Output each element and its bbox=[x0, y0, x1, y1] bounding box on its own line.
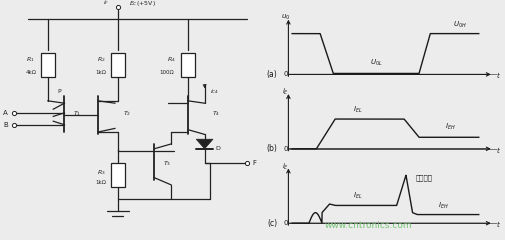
Text: $T_1$: $T_1$ bbox=[73, 109, 81, 119]
Text: $i_{C4}$: $i_{C4}$ bbox=[210, 87, 220, 96]
Text: $T_3$: $T_3$ bbox=[163, 159, 171, 168]
Text: 0: 0 bbox=[283, 146, 288, 152]
Text: (a): (a) bbox=[267, 70, 277, 79]
Text: $t$: $t$ bbox=[495, 70, 500, 80]
Text: $E_C$(+5V): $E_C$(+5V) bbox=[129, 0, 156, 8]
Text: $T_2$: $T_2$ bbox=[123, 109, 131, 119]
Text: 100Ω: 100Ω bbox=[160, 70, 174, 74]
Text: $U_{0H}$: $U_{0H}$ bbox=[452, 19, 467, 30]
Text: D: D bbox=[216, 146, 221, 151]
Polygon shape bbox=[196, 139, 213, 149]
Text: (c): (c) bbox=[267, 219, 277, 228]
Bar bbox=[181, 53, 195, 77]
Text: $R_2$: $R_2$ bbox=[96, 55, 105, 65]
Text: $t$: $t$ bbox=[495, 145, 500, 155]
Text: (b): (b) bbox=[266, 144, 277, 153]
Text: 尖峰电流: 尖峰电流 bbox=[415, 174, 432, 181]
Text: $u_0$: $u_0$ bbox=[281, 13, 290, 22]
Text: B: B bbox=[3, 122, 8, 128]
Text: 1kΩ: 1kΩ bbox=[95, 70, 107, 74]
Text: P: P bbox=[57, 89, 61, 94]
Bar bbox=[40, 53, 55, 77]
Text: F: F bbox=[252, 160, 256, 166]
Text: www.cntronics.com: www.cntronics.com bbox=[325, 221, 413, 230]
Text: $R_4$: $R_4$ bbox=[167, 55, 175, 65]
Text: 1kΩ: 1kΩ bbox=[95, 180, 107, 185]
Text: 4kΩ: 4kΩ bbox=[25, 70, 36, 74]
Bar bbox=[111, 53, 125, 77]
Text: A: A bbox=[3, 110, 8, 116]
Text: $i_E$: $i_E$ bbox=[282, 162, 289, 172]
Text: $i_F$: $i_F$ bbox=[104, 0, 110, 7]
Text: $t$: $t$ bbox=[495, 219, 500, 229]
Text: $I_{EL}$: $I_{EL}$ bbox=[352, 105, 362, 115]
Text: $i_E$: $i_E$ bbox=[282, 87, 289, 97]
Text: $I_{EH}$: $I_{EH}$ bbox=[445, 122, 456, 132]
Text: $I_{EH}$: $I_{EH}$ bbox=[438, 201, 448, 211]
Text: $R_1$: $R_1$ bbox=[26, 55, 35, 65]
Text: 0: 0 bbox=[283, 71, 288, 77]
Text: $U_{0L}$: $U_{0L}$ bbox=[370, 57, 382, 68]
Bar bbox=[111, 163, 125, 187]
Text: 0: 0 bbox=[283, 220, 288, 226]
Text: $R_3$: $R_3$ bbox=[96, 168, 105, 177]
Text: $T_4$: $T_4$ bbox=[212, 109, 220, 119]
Text: $I_{EL}$: $I_{EL}$ bbox=[352, 191, 362, 201]
